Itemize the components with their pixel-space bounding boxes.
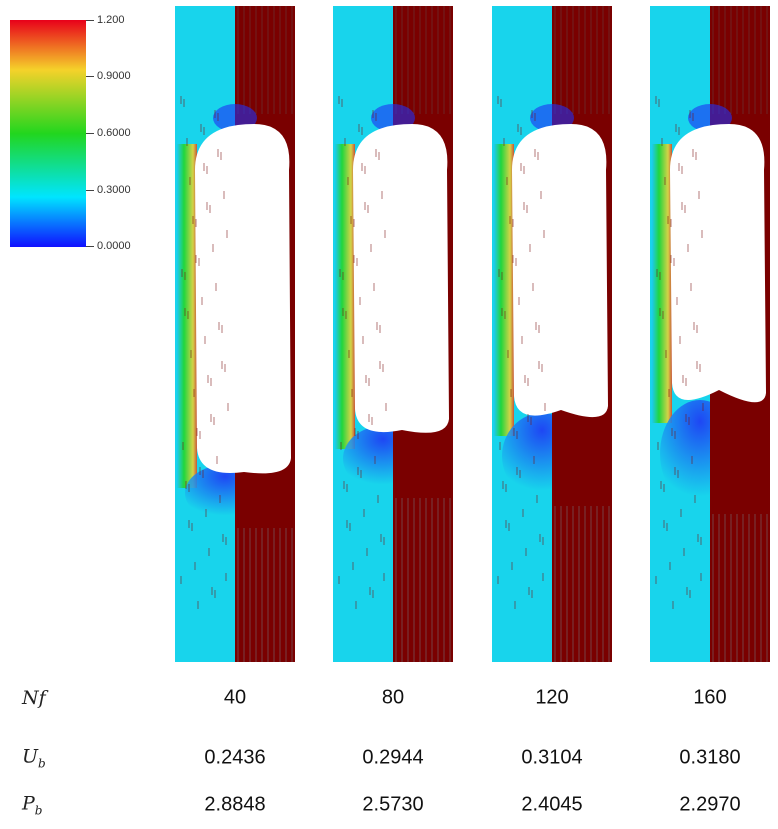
- colorbar: [10, 20, 86, 247]
- nf-value: 120: [535, 686, 569, 709]
- ub-value: 0.2436: [204, 746, 266, 769]
- colorbar-label-max: 1.200: [97, 14, 125, 26]
- taylor-bubble: [512, 124, 608, 418]
- colorbar-tick: [86, 133, 94, 134]
- taylor-bubble: [195, 124, 291, 474]
- colorbar-tick: [86, 190, 94, 191]
- nf-value: 80: [381, 686, 405, 709]
- taylor-bubble: [353, 124, 449, 433]
- taylor-bubble: [670, 124, 766, 403]
- colorbar-tick: [86, 76, 94, 77]
- simulation-panel-nf-40: [175, 6, 295, 662]
- colorbar-tick: [86, 246, 94, 247]
- row-label-pb: Pb: [22, 792, 43, 818]
- colorbar-label-0-3: 0.3000: [97, 184, 131, 196]
- colorbar-label-min: 0.0000: [97, 240, 131, 252]
- row-label-nf: Nf: [22, 687, 46, 709]
- simulation-panel-nf-160: [650, 6, 770, 662]
- colorbar-label-0-9: 0.9000: [97, 70, 131, 82]
- row-label-ub: Ub: [22, 745, 46, 771]
- colorbar-tick: [86, 20, 94, 21]
- simulation-panel-nf-120: [492, 6, 612, 662]
- nf-value: 160: [693, 686, 727, 709]
- pb-value: 2.2970: [679, 793, 741, 816]
- pb-value: 2.8848: [204, 793, 266, 816]
- nf-value: 40: [223, 686, 247, 709]
- pb-value: 2.5730: [362, 793, 424, 816]
- ub-value: 0.2944: [362, 746, 424, 769]
- colorbar-label-0-6: 0.6000: [97, 127, 131, 139]
- simulation-panel-nf-80: [333, 6, 453, 662]
- ub-value: 0.3180: [679, 746, 741, 769]
- ub-value: 0.3104: [521, 746, 583, 769]
- pb-value: 2.4045: [521, 793, 583, 816]
